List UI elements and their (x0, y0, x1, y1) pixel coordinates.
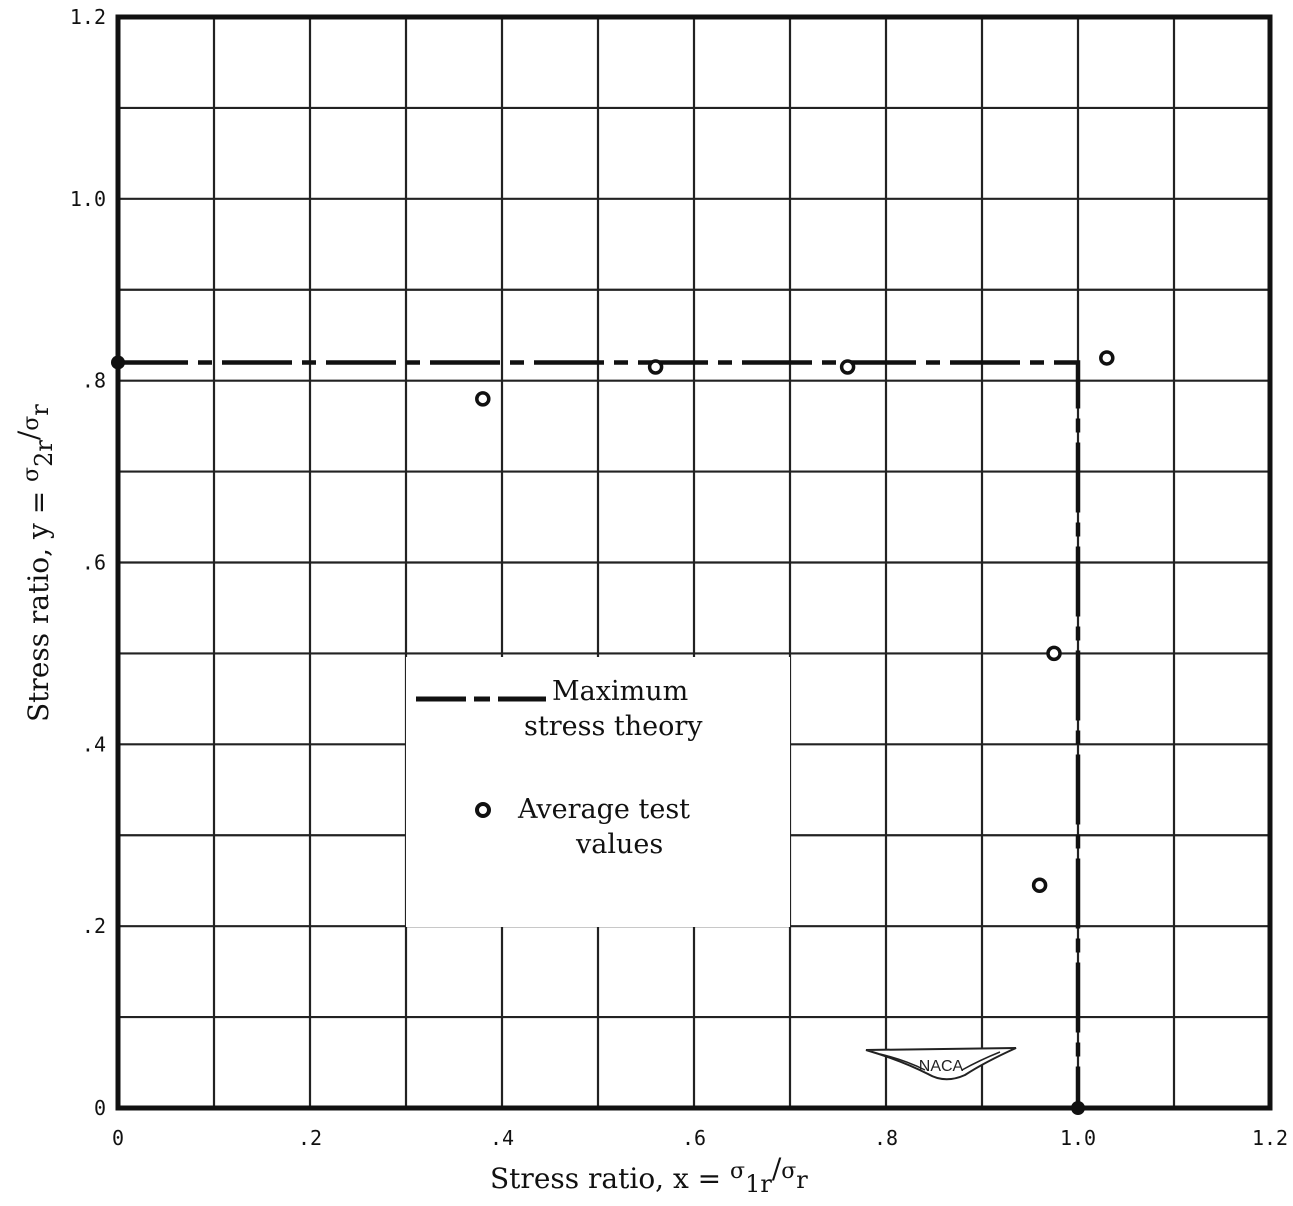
legend-box (406, 657, 790, 927)
data-point (839, 359, 856, 375)
x-tick-label: 0 (112, 1126, 124, 1150)
x-tick-label: .4 (490, 1126, 514, 1150)
naca-wings-logo: NACA (865, 1047, 1017, 1081)
data-point (1031, 877, 1048, 894)
logo-text: NACA (919, 1058, 964, 1075)
x-axis-label-den-sub: r (796, 1166, 808, 1194)
y-axis-label-den-sub: r (26, 404, 54, 416)
x-tick-label: .8 (874, 1126, 898, 1150)
x-tick-label: .6 (682, 1126, 706, 1150)
data-point (1099, 350, 1115, 366)
y-axis-label: Stress ratio, y = σ2r/σr (12, 404, 58, 722)
legend: Maximum stress theory Average test value… (406, 657, 790, 927)
y-axis-label-num-sub: 2r (30, 440, 58, 467)
y-axis-ticks: 0 .2 .4 .6 .8 1.0 1.2 (70, 5, 106, 1120)
x-axis-label-den: σ (781, 1159, 796, 1184)
x-axis-label: Stress ratio, x = σ1r/σr (490, 1152, 808, 1198)
y-axis-label-slash: / (12, 430, 45, 440)
legend-test-line2: values (575, 829, 663, 860)
plot-border (115, 14, 1273, 1111)
grid-lines (118, 17, 1270, 1108)
theory-endpoint (111, 355, 125, 370)
legend-theory-line1: Maximum (552, 676, 688, 707)
y-tick-label: .2 (82, 914, 106, 938)
data-point (647, 359, 664, 375)
theory-line (118, 360, 1081, 1108)
y-tick-label: 1.0 (70, 187, 106, 211)
x-axis-label-slash: / (772, 1152, 782, 1185)
series-maximum-stress-theory (111, 355, 1085, 1115)
data-point (1046, 645, 1062, 662)
y-axis-label-den: σ (19, 416, 44, 431)
series-average-test-values (475, 350, 1115, 894)
x-tick-label: 1.0 (1060, 1126, 1096, 1150)
x-axis-label-prefix: Stress ratio, x = (490, 1162, 730, 1195)
x-axis-label-num-sub: 1r (745, 1170, 772, 1198)
y-tick-label: .8 (82, 369, 106, 393)
x-axis-ticks: 0 .2 .4 .6 .8 1.0 1.2 (112, 1126, 1288, 1150)
y-tick-label: 0 (94, 1096, 106, 1120)
y-tick-label: 1.2 (70, 5, 106, 29)
y-axis-label-num: σ (19, 467, 44, 482)
y-tick-label: .6 (82, 551, 106, 575)
y-tick-label: .4 (82, 732, 106, 756)
plot-frame (115, 14, 1273, 1111)
theory-endpoint (1071, 1101, 1085, 1115)
legend-test-line1: Average test (517, 794, 690, 825)
x-tick-label: 1.2 (1252, 1126, 1288, 1150)
legend-marker-circle (475, 802, 491, 818)
legend-theory-line2: stress theory (524, 711, 703, 742)
x-tick-label: .2 (298, 1126, 322, 1150)
y-axis-label-group: Stress ratio, y = σ2r/σr (12, 404, 58, 722)
data-point (475, 391, 491, 407)
y-axis-label-prefix: Stress ratio, y = (22, 482, 55, 722)
x-axis-label-num: σ (730, 1159, 745, 1184)
